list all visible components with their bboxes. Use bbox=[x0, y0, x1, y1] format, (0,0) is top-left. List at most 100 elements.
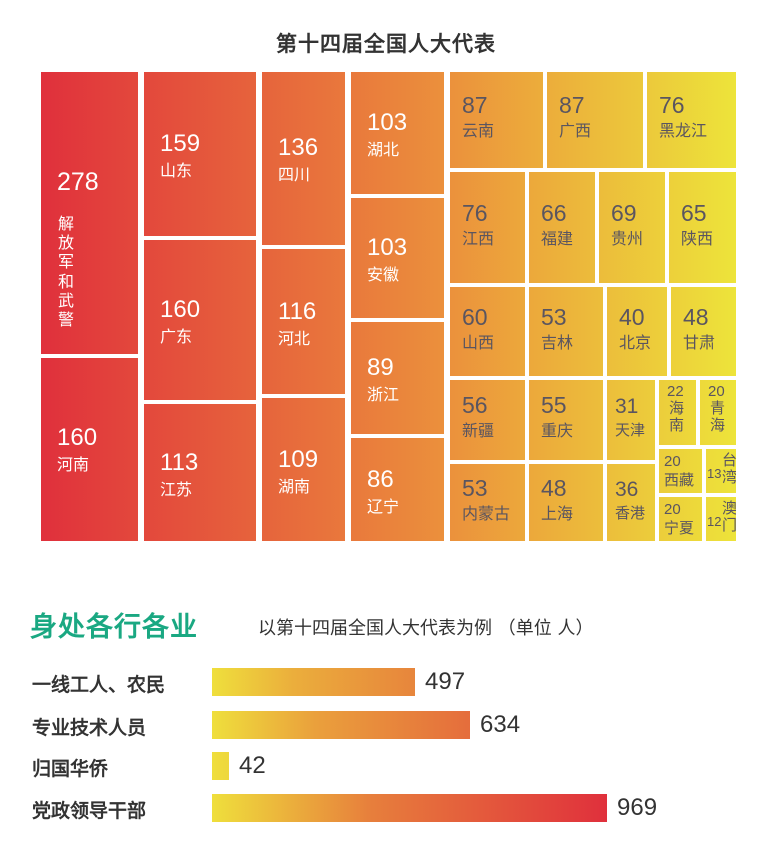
treemap-cell-label: 辽宁 bbox=[367, 497, 400, 516]
treemap-cell-value: 159 bbox=[160, 130, 201, 157]
treemap-cell-value: 87 bbox=[462, 92, 488, 118]
bar bbox=[212, 668, 415, 696]
treemap-cell-label: 黑龙江 bbox=[659, 121, 708, 140]
treemap-cell-value: 53 bbox=[541, 304, 567, 330]
treemap-cell-label: 北京 bbox=[619, 333, 652, 352]
treemap-title: 第十四届全国人大代表 bbox=[276, 32, 496, 56]
treemap-cell-value: 103 bbox=[367, 109, 408, 136]
treemap-cell-label: 四川 bbox=[278, 165, 311, 184]
treemap-cell: 86 辽宁 bbox=[349, 436, 446, 543]
treemap-cell-label: 西藏 bbox=[664, 471, 695, 489]
treemap-cell-label: 解放军和武警 bbox=[58, 214, 75, 329]
treemap-cell: 278 解放军和武警 bbox=[39, 70, 140, 356]
bar-value-label: 969 bbox=[617, 794, 658, 821]
treemap-cell: 89 浙江 bbox=[349, 320, 446, 436]
bar bbox=[212, 711, 470, 739]
treemap-cell-value: 69 bbox=[611, 200, 637, 226]
treemap-cell: 36 香港 bbox=[605, 462, 657, 543]
bar-category-label: 归国华侨 bbox=[32, 758, 109, 780]
treemap-cell: 76 黑龙江 bbox=[645, 70, 738, 170]
treemap-cell-value: 56 bbox=[462, 392, 488, 418]
treemap-cell-label: 浙江 bbox=[367, 385, 400, 404]
treemap-cell-value: 136 bbox=[278, 134, 319, 161]
treemap-cell-value: 53 bbox=[462, 475, 488, 501]
treemap-cell: 13 台湾 bbox=[704, 447, 738, 495]
treemap-cell: 20 宁夏 bbox=[657, 495, 704, 543]
treemap-cell-value: 116 bbox=[278, 298, 317, 325]
treemap-cell-label: 山西 bbox=[462, 333, 495, 352]
bar bbox=[212, 794, 607, 822]
treemap-cell-value: 65 bbox=[681, 200, 707, 226]
treemap-cell-label: 河南 bbox=[57, 455, 90, 474]
treemap-cell-value: 160 bbox=[160, 296, 201, 323]
treemap-cell-value: 87 bbox=[559, 92, 585, 118]
treemap-cell-value: 48 bbox=[683, 304, 709, 330]
treemap-cell-label: 安徽 bbox=[367, 265, 400, 284]
treemap-cell-value: 20 bbox=[664, 453, 681, 470]
treemap-cell-value: 31 bbox=[615, 395, 639, 418]
treemap-cell-value: 86 bbox=[367, 466, 394, 493]
treemap-cell: 60 山西 bbox=[448, 285, 527, 378]
treemap-cell-label: 湖北 bbox=[367, 140, 400, 159]
bar-value-label: 634 bbox=[480, 711, 521, 738]
bar bbox=[212, 752, 229, 780]
treemap-cell-label: 海南 bbox=[669, 399, 685, 434]
treemap-cell-label: 吉林 bbox=[541, 333, 574, 352]
treemap-cell-label: 澳门 bbox=[722, 499, 738, 534]
bar-section-note: 以第十四届全国人大代表为例 （单位 人） bbox=[258, 618, 594, 639]
treemap-cell-value: 66 bbox=[541, 200, 567, 226]
treemap-cell: 53 内蒙古 bbox=[448, 462, 527, 543]
treemap-cell: 48 上海 bbox=[527, 462, 605, 543]
bar-section-title: 身处各行各业 bbox=[30, 612, 198, 643]
treemap-cell: 69 贵州 bbox=[597, 170, 667, 285]
treemap-cell: 87 云南 bbox=[448, 70, 545, 170]
bar-category-label: 党政领导干部 bbox=[32, 800, 147, 822]
treemap-cell-value: 89 bbox=[367, 354, 394, 381]
treemap-cell-label: 宁夏 bbox=[664, 519, 695, 537]
treemap-cell: 113 江苏 bbox=[142, 402, 258, 543]
treemap-cell: 103 安徽 bbox=[349, 196, 446, 320]
treemap-cell-label: 上海 bbox=[541, 504, 574, 523]
treemap-cell: 109 湖南 bbox=[260, 396, 347, 543]
treemap-cell: 116 河北 bbox=[260, 247, 347, 396]
treemap-cell-label: 陕西 bbox=[681, 229, 714, 248]
treemap-cell: 20 青海 bbox=[698, 378, 738, 447]
treemap-cell: 12 澳门 bbox=[704, 495, 738, 543]
treemap-cell: 159 山东 bbox=[142, 70, 258, 238]
treemap-cell-value: 12 bbox=[707, 514, 722, 529]
treemap-cell-label: 台湾 bbox=[722, 451, 738, 486]
treemap-cell: 160 河南 bbox=[39, 356, 140, 543]
treemap-cell: 103 湖北 bbox=[349, 70, 446, 196]
treemap-cell-value: 278 bbox=[57, 168, 99, 196]
treemap-cell-value: 109 bbox=[278, 446, 319, 473]
treemap-cell: 53 吉林 bbox=[527, 285, 605, 378]
treemap-cell-value: 55 bbox=[541, 392, 567, 418]
treemap-cell-value: 20 bbox=[708, 383, 725, 400]
treemap-cell-label: 香港 bbox=[615, 504, 646, 522]
treemap-cell-label: 重庆 bbox=[541, 421, 574, 440]
treemap-cell: 76 江西 bbox=[448, 170, 527, 285]
treemap-cell-value: 60 bbox=[462, 304, 488, 330]
treemap-cell-label: 福建 bbox=[541, 229, 574, 248]
bar-category-label: 专业技术人员 bbox=[32, 717, 147, 739]
treemap-cell-label: 广西 bbox=[559, 121, 592, 140]
treemap-cell: 22 海南 bbox=[657, 378, 698, 447]
bar-row: 专业技术人员 634 bbox=[0, 705, 772, 745]
treemap-cell-label: 河北 bbox=[278, 329, 311, 348]
treemap-cell-label: 天津 bbox=[615, 421, 646, 439]
bar-value-label: 42 bbox=[239, 752, 266, 779]
treemap-cell-value: 13 bbox=[707, 466, 722, 481]
treemap-cell: 31 天津 bbox=[605, 378, 657, 462]
bar-row: 一线工人、农民 497 bbox=[0, 662, 772, 702]
treemap-cell-value: 48 bbox=[541, 475, 567, 501]
treemap-cell-label: 广东 bbox=[160, 327, 193, 346]
treemap-cell-value: 103 bbox=[367, 234, 408, 261]
treemap-cell: 160 广东 bbox=[142, 238, 258, 402]
treemap-cell-label: 湖南 bbox=[278, 477, 311, 496]
treemap-cell-label: 江苏 bbox=[160, 480, 193, 499]
treemap-cell-label: 山东 bbox=[160, 161, 193, 180]
treemap-cell-value: 36 bbox=[615, 478, 639, 501]
treemap-cell: 56 新疆 bbox=[448, 378, 527, 462]
treemap-cell: 20 西藏 bbox=[657, 447, 704, 495]
treemap-cell-value: 113 bbox=[160, 449, 199, 476]
